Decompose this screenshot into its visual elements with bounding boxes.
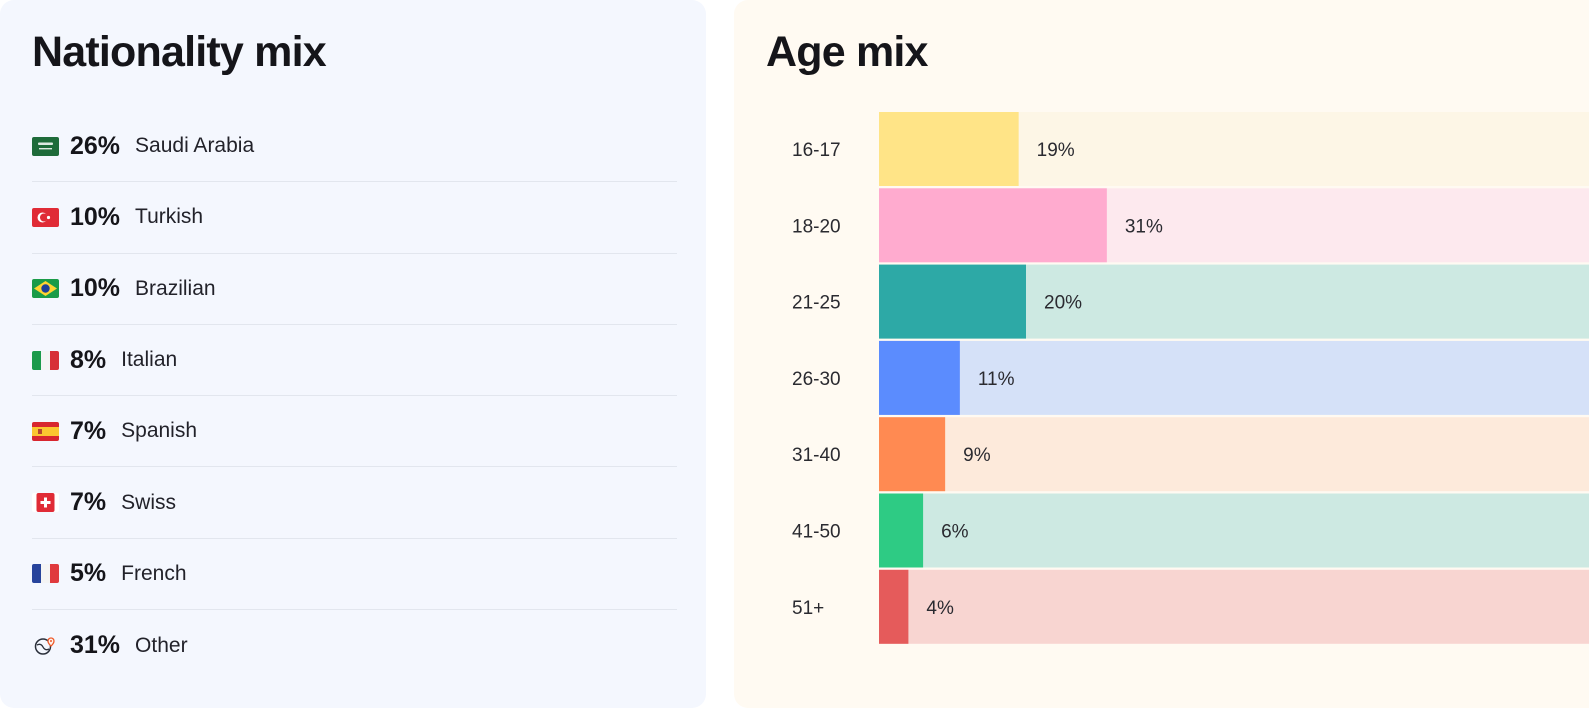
age-category-label: 31-40 <box>792 445 841 466</box>
switzerland-flag-icon <box>32 493 59 513</box>
nationality-row: 7% Swiss <box>32 467 677 539</box>
nationality-name: French <box>121 561 187 585</box>
age-bar <box>879 569 909 644</box>
nationality-name: Brazilian <box>135 276 216 300</box>
age-bar-track <box>879 417 1589 492</box>
nationality-name: Spanish <box>121 419 198 443</box>
nationality-name: Swiss <box>121 490 176 514</box>
saudi-arabia-flag-icon <box>32 136 59 156</box>
italy-flag-icon <box>32 350 59 370</box>
age-bar-track <box>879 569 1589 644</box>
nationality-card: Nationality mix 26% Saudi Arabia 10% Turkis… <box>0 0 706 708</box>
age-category-label: 16-17 <box>792 140 841 161</box>
age-value-label: 4% <box>926 598 954 619</box>
nationality-row: 5% French <box>32 539 677 611</box>
nationality-name: Other <box>135 633 188 657</box>
nationality-percent: 8% <box>70 345 107 374</box>
age-bar <box>879 188 1107 263</box>
age-bar-chart: 16-17 19% 18-20 31% 21-25 20% 26-30 11% 31-40 9% 4… <box>792 112 1589 644</box>
age-value-label: 20% <box>1044 293 1082 314</box>
nationality-percent: 7% <box>70 488 107 517</box>
age-card: Age mix 16-17 19% 18-20 31% 21-25 20% 26-30 11%… <box>734 0 1589 708</box>
age-bar <box>879 264 1026 339</box>
spain-flag-icon <box>32 421 59 441</box>
age-bar <box>879 112 1019 186</box>
france-flag-icon <box>32 564 59 584</box>
nationality-percent: 26% <box>70 131 121 160</box>
nationality-title: Nationality mix <box>32 28 327 76</box>
age-bar-track <box>879 493 1589 568</box>
age-bar <box>879 417 946 492</box>
age-value-label: 9% <box>963 445 991 466</box>
nationality-name: Saudi Arabia <box>135 134 255 158</box>
nationality-percent: 7% <box>70 416 107 445</box>
nationality-row: 8% Italian <box>32 325 677 397</box>
age-category-label: 26-30 <box>792 369 841 390</box>
nationality-row: 26% Saudi Arabia <box>32 111 677 183</box>
age-category-label: 41-50 <box>792 522 841 543</box>
age-value-label: 31% <box>1125 216 1163 237</box>
globe-pin-icon <box>32 636 59 655</box>
nationality-row: 10% Brazilian <box>32 254 677 325</box>
nationality-percent: 31% <box>70 631 121 660</box>
age-category-label: 51+ <box>792 598 824 619</box>
nationality-percent: 10% <box>70 202 121 231</box>
age-bar <box>879 493 924 568</box>
nationality-row: 10% Turkish <box>32 182 677 254</box>
nationality-row: 7% Spanish <box>32 396 677 468</box>
nationality-list: 26% Saudi Arabia 10% Turkish 10% Brazilian 8% I… <box>32 111 677 681</box>
age-value-label: 19% <box>1037 140 1075 161</box>
nationality-row: 31% Other <box>32 610 677 681</box>
age-bar <box>879 340 960 415</box>
nationality-percent: 5% <box>70 559 107 588</box>
age-bar-track <box>879 340 1589 415</box>
age-category-label: 18-20 <box>792 216 841 237</box>
nationality-percent: 10% <box>70 274 121 303</box>
nationality-name: Turkish <box>135 205 204 229</box>
turkey-flag-icon <box>32 207 59 227</box>
age-value-label: 6% <box>941 522 969 543</box>
brazil-flag-icon <box>32 279 59 299</box>
age-title: Age mix <box>766 28 928 76</box>
age-category-label: 21-25 <box>792 293 841 314</box>
nationality-name: Italian <box>121 348 178 372</box>
age-value-label: 11% <box>978 369 1015 390</box>
